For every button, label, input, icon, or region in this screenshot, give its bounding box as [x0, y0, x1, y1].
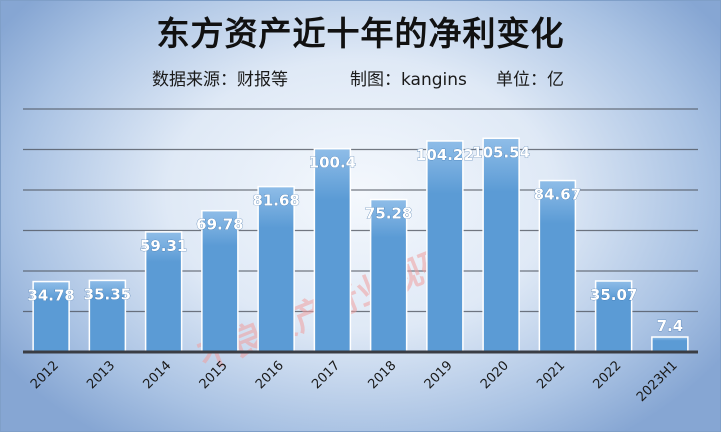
bar-2023H1 [651, 336, 689, 353]
data-label-2019: 104.22 [416, 146, 474, 164]
x-tick-label-2014: 2014 [140, 358, 174, 392]
x-tick-label-2018: 2018 [365, 358, 399, 392]
data-label-2014: 59.31 [140, 237, 187, 255]
bar-2020 [482, 137, 520, 353]
data-label-2017: 100.4 [309, 154, 356, 172]
bar-2018 [369, 198, 408, 353]
chart-title: 东方资产近十年的净利变化 [156, 14, 565, 53]
data-label-2021: 84.67 [534, 186, 581, 204]
data-source-note: 数据来源：财报等 [152, 70, 288, 90]
data-label-2023H1: 7.4 [657, 317, 684, 335]
bar-2013 [88, 279, 127, 353]
data-label-2012: 34.78 [27, 287, 74, 305]
x-tick-label-2012: 2012 [28, 358, 62, 392]
data-label-2013: 35.35 [84, 285, 131, 303]
bar-2021 [538, 179, 577, 353]
x-tick-label-2023H1: 2023H1 [634, 358, 681, 405]
x-tick-label-2019: 2019 [422, 358, 456, 392]
data-label-2015: 69.78 [196, 216, 243, 234]
x-tick-label-2022: 2022 [590, 358, 624, 392]
data-label-2022: 35.07 [590, 286, 637, 304]
data-label-2018: 75.28 [365, 205, 412, 223]
bar-2014 [144, 231, 183, 353]
data-label-2016: 81.68 [252, 192, 299, 210]
bar-2016 [257, 185, 295, 353]
x-tick-label-2021: 2021 [534, 358, 568, 392]
x-tick-label-2016: 2016 [253, 358, 287, 392]
x-tick-label-2017: 2017 [309, 358, 343, 392]
x-tick-label-2020: 2020 [478, 358, 512, 392]
bar-2017 [313, 147, 352, 353]
unit-note: 单位：亿 [496, 70, 564, 90]
author-note: 制图：kangins [350, 70, 467, 90]
x-tick-label-2013: 2013 [84, 358, 118, 392]
chart-subtitle: 数据来源：财报等 制图：kangins 单位：亿 [1, 65, 720, 90]
data-label-2020: 105.54 [472, 143, 530, 161]
bar-2015 [201, 209, 239, 353]
bar-2019 [426, 140, 464, 353]
